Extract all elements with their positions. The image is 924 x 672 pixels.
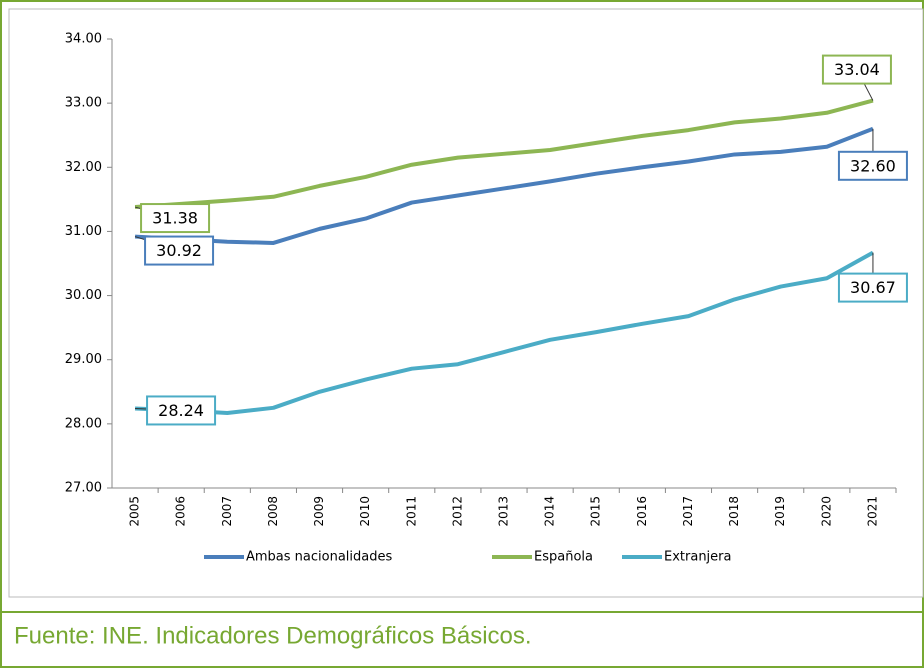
y-tick-label: 31.00 — [65, 224, 102, 239]
label-box — [837, 272, 908, 303]
y-tick-label: 33.00 — [65, 96, 102, 111]
x-tick-label: 2017 — [681, 496, 695, 527]
y-tick-label: 30.00 — [65, 288, 102, 303]
x-tick-label: 2012 — [450, 496, 464, 527]
series-line — [134, 98, 874, 210]
x-tick-label: 2018 — [727, 496, 741, 527]
x-tick-label: 2021 — [865, 496, 879, 527]
label-box — [144, 235, 215, 266]
x-tick-label: 2008 — [266, 496, 280, 527]
legend-label: Española — [534, 550, 593, 565]
series-line — [134, 250, 874, 415]
x-tick-label: 2020 — [819, 496, 833, 527]
data-label: 28.24 — [158, 401, 204, 420]
label-box — [821, 54, 892, 85]
x-tick-label: 2007 — [220, 496, 234, 527]
y-tick-label: 34.00 — [65, 32, 102, 47]
label-box — [140, 203, 211, 234]
label-box — [837, 150, 908, 181]
x-tick-label: 2011 — [404, 496, 418, 527]
y-tick-label: 28.00 — [65, 416, 102, 431]
source-note: Fuente: INE. Indicadores Demográficos Bá… — [14, 622, 532, 649]
chart-frame — [8, 8, 924, 598]
y-tick-label: 29.00 — [65, 352, 102, 367]
x-tick-label: 2009 — [312, 496, 326, 527]
data-label: 33.04 — [834, 60, 880, 79]
x-tick-label: 2005 — [128, 496, 142, 527]
data-label: 30.92 — [156, 241, 202, 260]
data-label: 31.38 — [152, 209, 198, 228]
x-tick-label: 2016 — [635, 496, 649, 527]
x-tick-label: 2015 — [589, 496, 603, 527]
legend-label: Ambas nacionalidades — [246, 550, 392, 565]
x-tick-label: 2010 — [358, 496, 372, 527]
series-line — [134, 126, 874, 245]
data-label: 30.67 — [850, 278, 896, 297]
y-tick-label: 32.00 — [65, 160, 102, 175]
y-tick-label: 27.00 — [65, 481, 102, 496]
x-tick-label: 2014 — [543, 496, 557, 527]
x-tick-label: 2006 — [174, 496, 188, 527]
x-tick-label: 2013 — [497, 496, 511, 527]
label-box — [146, 395, 217, 426]
data-label: 32.60 — [850, 156, 896, 175]
x-tick-label: 2019 — [773, 496, 787, 527]
legend-label: Extranjera — [664, 550, 731, 565]
